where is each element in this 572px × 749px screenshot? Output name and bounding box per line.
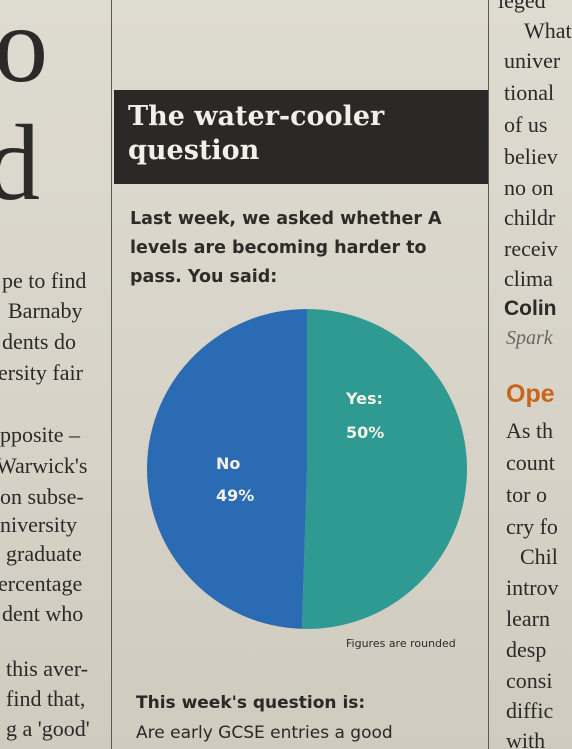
article-text-line: with xyxy=(506,728,546,749)
article-text-line: of us xyxy=(504,112,548,137)
article-text-line: on subse- xyxy=(0,484,84,509)
article-text-line: leged xyxy=(498,0,546,13)
headline-title: The water-cooler question xyxy=(128,100,384,168)
pie-slice-yes xyxy=(301,309,468,629)
headline-line: The water-cooler xyxy=(128,101,385,132)
article-text-line: Chil xyxy=(520,544,558,569)
article-text-line: tional xyxy=(504,80,555,105)
next-question-heading: This week's question is: xyxy=(136,693,366,713)
headline-line: question xyxy=(128,135,260,166)
pie-slice-no xyxy=(147,309,307,629)
article-text-line: g a 'good' xyxy=(6,716,90,741)
article-text-line: dents do xyxy=(2,329,76,354)
article-text-line: pe to find xyxy=(2,268,87,293)
article-text-line: Warwick's xyxy=(0,453,88,478)
byline-name: Colin xyxy=(504,297,557,320)
article-text-line: univer xyxy=(504,48,561,73)
article-text-line: consi xyxy=(506,668,553,693)
headline-fragment-d: d xyxy=(0,104,40,223)
article-text-line: desp xyxy=(506,637,547,662)
no-percent-label: 49% xyxy=(216,486,255,505)
article-text-line: As th xyxy=(506,418,554,443)
next-question-text: Are early GCSE entries a good xyxy=(136,723,393,743)
article-text-line: pposite – xyxy=(0,422,81,447)
article-text-line: introv xyxy=(506,575,559,600)
chart-footnote: Figures are rounded xyxy=(346,637,456,650)
article-text-line: diffic xyxy=(506,698,554,723)
column-divider-left xyxy=(111,0,112,749)
headline-banner: The water-cooler question xyxy=(114,90,488,184)
article-text-line: this aver- xyxy=(6,656,89,681)
byline-role: Spark xyxy=(506,327,553,349)
article-text-line: count xyxy=(506,450,555,475)
pie-chart xyxy=(147,309,468,629)
section-heading: Ope xyxy=(506,380,555,408)
article-text-line: clima xyxy=(504,266,553,291)
intro-text: Last week, we asked whether A levels are… xyxy=(130,209,442,287)
no-label: No xyxy=(216,454,241,473)
article-text-line: What xyxy=(524,18,572,43)
yes-label: Yes: xyxy=(346,389,383,408)
article-text-line: ersity fair xyxy=(0,360,83,385)
right-column: leged What univer tional of us believ no… xyxy=(490,0,572,749)
article-text-line: graduate xyxy=(6,541,82,566)
column-divider-right xyxy=(488,0,489,749)
article-text-line: childr xyxy=(504,205,556,230)
article-text-line: niversity xyxy=(0,512,77,537)
article-text-line: cry fo xyxy=(506,514,558,539)
article-text-line: no on xyxy=(504,175,554,200)
article-text-line: find that, xyxy=(6,686,86,711)
article-text-line: learn xyxy=(506,606,550,631)
article-text-line: believ xyxy=(504,144,558,169)
article-text-line: dent who xyxy=(2,601,84,626)
article-text-line: ercentage xyxy=(0,571,83,596)
left-column: o d pe to find Barnaby dents do ersity f… xyxy=(0,0,104,749)
headline-fragment-o: o xyxy=(0,0,48,105)
article-text-line: Barnaby xyxy=(8,298,83,323)
article-text-line: receiv xyxy=(504,236,558,261)
yes-percent-label: 50% xyxy=(346,423,385,442)
article-text-line: tor o xyxy=(506,482,547,507)
